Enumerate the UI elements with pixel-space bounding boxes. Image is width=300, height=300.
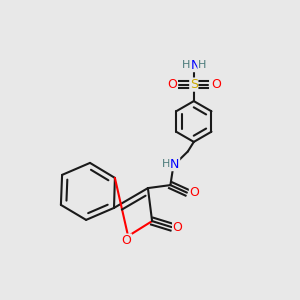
Text: H: H <box>182 60 190 70</box>
Text: O: O <box>211 78 220 91</box>
Text: O: O <box>167 78 177 91</box>
Text: N: N <box>190 58 200 72</box>
Text: H: H <box>198 60 206 70</box>
Text: H: H <box>162 159 170 169</box>
Text: O: O <box>173 220 182 234</box>
Text: O: O <box>122 234 131 247</box>
Text: N: N <box>170 158 180 171</box>
Text: O: O <box>190 186 199 199</box>
Text: S: S <box>190 78 198 91</box>
